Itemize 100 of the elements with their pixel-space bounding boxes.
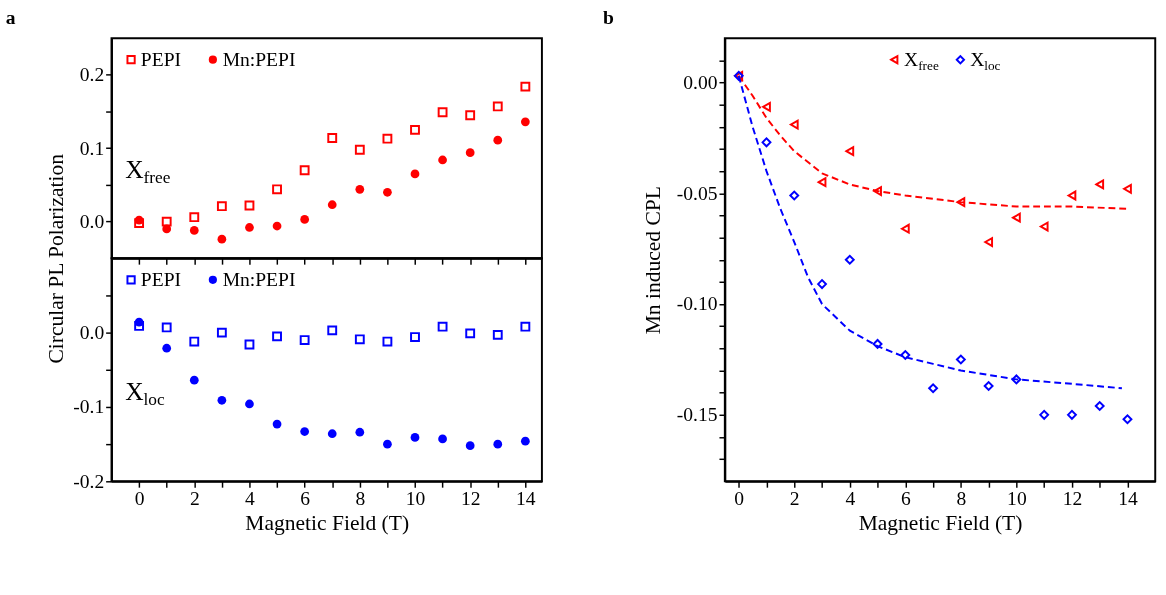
point [1123, 183, 1132, 194]
point [244, 339, 255, 350]
point [465, 110, 476, 121]
point [465, 328, 476, 339]
x-tick-label: 8 [956, 488, 967, 510]
y-tick-label: -0.1 [73, 396, 105, 418]
y-tick-label: -0.2 [73, 470, 105, 492]
point [189, 336, 200, 347]
point [410, 124, 420, 135]
point [134, 317, 144, 327]
point [493, 439, 503, 449]
point [872, 339, 883, 349]
x-tick-label: 0 [734, 488, 745, 510]
point [1095, 179, 1105, 190]
x-tick-label: 10 [405, 488, 426, 510]
point [216, 201, 227, 212]
point [272, 184, 282, 195]
y-axis-title: Mn induced CPL [641, 186, 666, 335]
x-tick-label: 10 [1007, 488, 1027, 510]
point [382, 336, 393, 347]
x-tick-label: 8 [355, 488, 366, 510]
point [272, 221, 282, 231]
point [1067, 409, 1077, 420]
point [1012, 212, 1021, 223]
point [355, 184, 365, 194]
y-tick-label: 0.0 [79, 210, 105, 232]
point [1122, 414, 1133, 425]
x-tick-label: 2 [189, 488, 200, 510]
point [162, 224, 172, 234]
x-tick-label: 14 [1118, 488, 1138, 510]
point [1094, 401, 1105, 411]
legend-label: Mn:PEPI [222, 48, 296, 70]
point [900, 350, 911, 360]
point [355, 427, 365, 437]
point [1039, 221, 1049, 232]
point [299, 165, 310, 176]
point [493, 135, 503, 145]
point [245, 223, 254, 232]
legend-label: PEPI [140, 48, 182, 70]
y-tick-label: -0.15 [676, 404, 718, 426]
x-tick-label: 6 [300, 488, 311, 510]
point [438, 434, 447, 444]
point [492, 329, 503, 340]
x-tick-label: 2 [789, 488, 800, 510]
point [272, 419, 282, 429]
x-tick-label: 14 [516, 488, 536, 510]
point [928, 383, 939, 394]
point [217, 395, 227, 405]
x-axis-title: Magnetic Field (T) [858, 510, 1023, 535]
point [383, 187, 392, 197]
point [984, 237, 994, 247]
point [354, 334, 365, 345]
point [217, 234, 227, 244]
point [299, 335, 310, 345]
point [327, 200, 337, 210]
point [327, 325, 338, 336]
x-axis-title: Magnetic Field (T) [245, 510, 410, 535]
point [900, 223, 910, 234]
point [873, 186, 882, 196]
y-axis-title: Circular PL Polarization [44, 153, 69, 364]
point [520, 81, 531, 92]
legend-label: PEPI [140, 268, 182, 290]
point [465, 148, 475, 158]
x-tick-label: 4 [245, 488, 256, 510]
x-tick-label: 6 [900, 488, 911, 510]
point [1039, 409, 1050, 420]
point [492, 101, 503, 112]
y-tick-label: 0.0 [79, 321, 105, 343]
x-tick-label: 12 [1062, 488, 1083, 510]
point [410, 332, 420, 343]
y-tick-label: 0.00 [683, 71, 718, 93]
point [762, 101, 771, 112]
point [410, 433, 420, 442]
point [817, 177, 827, 188]
point [272, 331, 282, 342]
point [383, 439, 392, 449]
point [983, 381, 994, 391]
point [844, 254, 855, 265]
point [956, 197, 966, 208]
point [327, 429, 337, 439]
point [438, 155, 447, 165]
point [817, 279, 827, 290]
point [382, 133, 393, 144]
point [162, 343, 172, 353]
point [161, 216, 172, 227]
chart-title: a [5, 7, 16, 29]
point [520, 321, 531, 332]
x-tick-label: 0 [134, 488, 145, 510]
point [189, 375, 199, 385]
point [789, 119, 799, 130]
point [300, 427, 310, 436]
point [244, 200, 255, 211]
point [300, 215, 310, 224]
point [465, 441, 475, 450]
point [761, 137, 772, 148]
point [410, 169, 420, 179]
point [955, 354, 966, 365]
x-tick-label: 12 [460, 488, 481, 510]
chart-title: b [602, 7, 614, 29]
point [1011, 374, 1022, 385]
